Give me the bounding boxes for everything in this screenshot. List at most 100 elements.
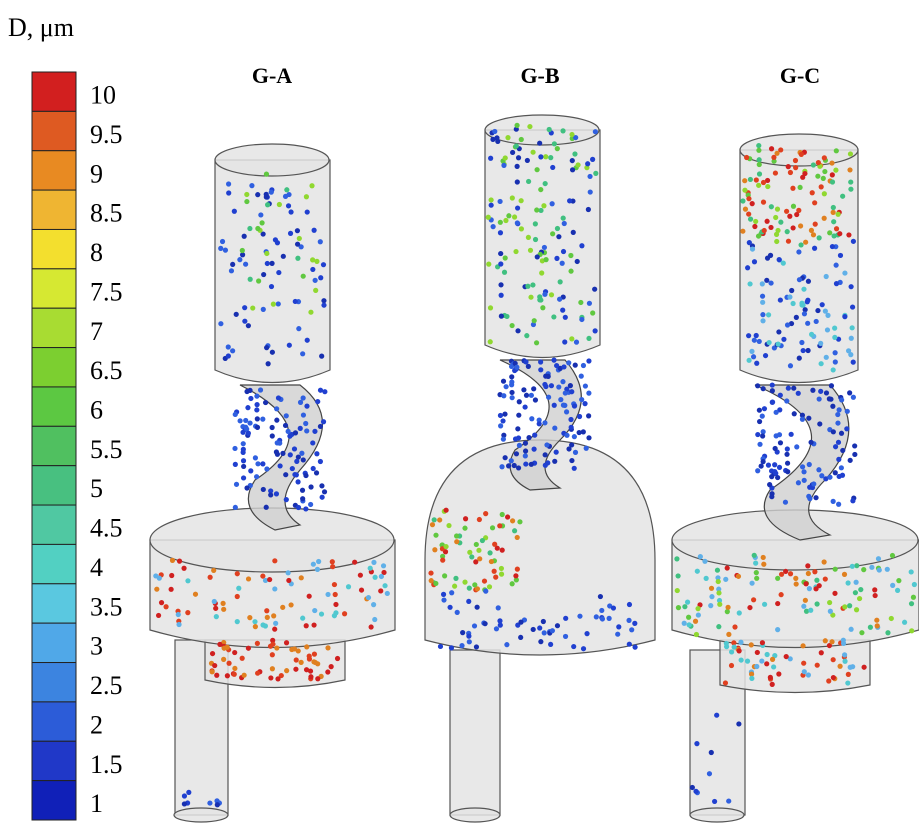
particle (265, 202, 270, 207)
particle (221, 607, 226, 612)
particle (287, 343, 292, 348)
particle (483, 511, 488, 516)
particle (290, 466, 295, 471)
particle (304, 428, 309, 433)
particle (781, 261, 786, 266)
particle (854, 607, 859, 612)
particle (305, 209, 310, 214)
particle (714, 713, 719, 718)
particle (600, 616, 605, 621)
particle (762, 406, 767, 411)
particle (799, 340, 804, 345)
particle (560, 128, 565, 133)
particle (806, 416, 811, 421)
particle (311, 622, 316, 627)
particle (561, 249, 566, 254)
particle (796, 391, 801, 396)
particle (554, 256, 559, 261)
particle (854, 580, 859, 585)
particle (890, 553, 895, 558)
particle (558, 397, 563, 402)
particle (533, 221, 538, 226)
particle (432, 547, 437, 552)
particle (512, 214, 517, 219)
panel-label: G-A (252, 63, 292, 88)
particle (812, 200, 817, 205)
particle (729, 649, 734, 654)
particle (286, 429, 291, 434)
particle (674, 556, 679, 561)
particle (531, 447, 536, 452)
particle (793, 576, 798, 581)
particle (817, 583, 822, 588)
particle (329, 664, 334, 669)
particle (752, 553, 757, 558)
particle (716, 590, 721, 595)
particle (255, 425, 260, 430)
particle (241, 464, 246, 469)
particle (836, 502, 841, 507)
particle (569, 425, 574, 430)
particle (316, 559, 321, 564)
particle (569, 336, 574, 341)
particle (801, 287, 806, 292)
particle (833, 444, 838, 449)
particle (819, 361, 824, 366)
particle (159, 600, 164, 605)
particle (831, 657, 836, 662)
particle (213, 606, 218, 611)
particle (759, 463, 764, 468)
particle (263, 400, 268, 405)
particle (506, 463, 511, 468)
particle (502, 270, 507, 275)
particle (790, 301, 795, 306)
particle (496, 605, 501, 610)
particle (454, 533, 459, 538)
particle (786, 386, 791, 391)
particle (571, 230, 576, 235)
particle (848, 187, 853, 192)
particle (244, 199, 249, 204)
particle (802, 171, 807, 176)
particle (761, 180, 766, 185)
particle (332, 582, 337, 587)
particle (552, 141, 557, 146)
particle (909, 569, 914, 574)
particle (233, 505, 238, 510)
particle (682, 604, 687, 609)
particle (810, 388, 815, 393)
particle (586, 358, 591, 363)
particle (598, 594, 603, 599)
particle (510, 395, 515, 400)
particle (798, 185, 803, 190)
particle (260, 417, 265, 422)
pipe-end (174, 808, 228, 822)
particle (240, 248, 245, 253)
particle (516, 465, 521, 470)
particle (208, 575, 213, 580)
particle (333, 610, 338, 615)
particle (177, 559, 182, 564)
particle (236, 586, 241, 591)
particle (807, 485, 812, 490)
particle (300, 496, 305, 501)
particle (313, 278, 318, 283)
particle (567, 198, 572, 203)
particle (742, 188, 747, 193)
particle (798, 242, 803, 247)
particle (477, 556, 482, 561)
particle (514, 365, 519, 370)
particle (304, 623, 309, 628)
particle (271, 613, 276, 618)
particle (808, 440, 813, 445)
colorbar-tick-label: 2 (90, 710, 103, 739)
particle (781, 337, 786, 342)
particle (811, 162, 816, 167)
particle (571, 644, 576, 649)
colorbar-title: D, μm (8, 13, 74, 42)
particle (284, 497, 289, 502)
particle (803, 598, 808, 603)
particle (509, 374, 514, 379)
particle (849, 284, 854, 289)
particle (783, 500, 788, 505)
